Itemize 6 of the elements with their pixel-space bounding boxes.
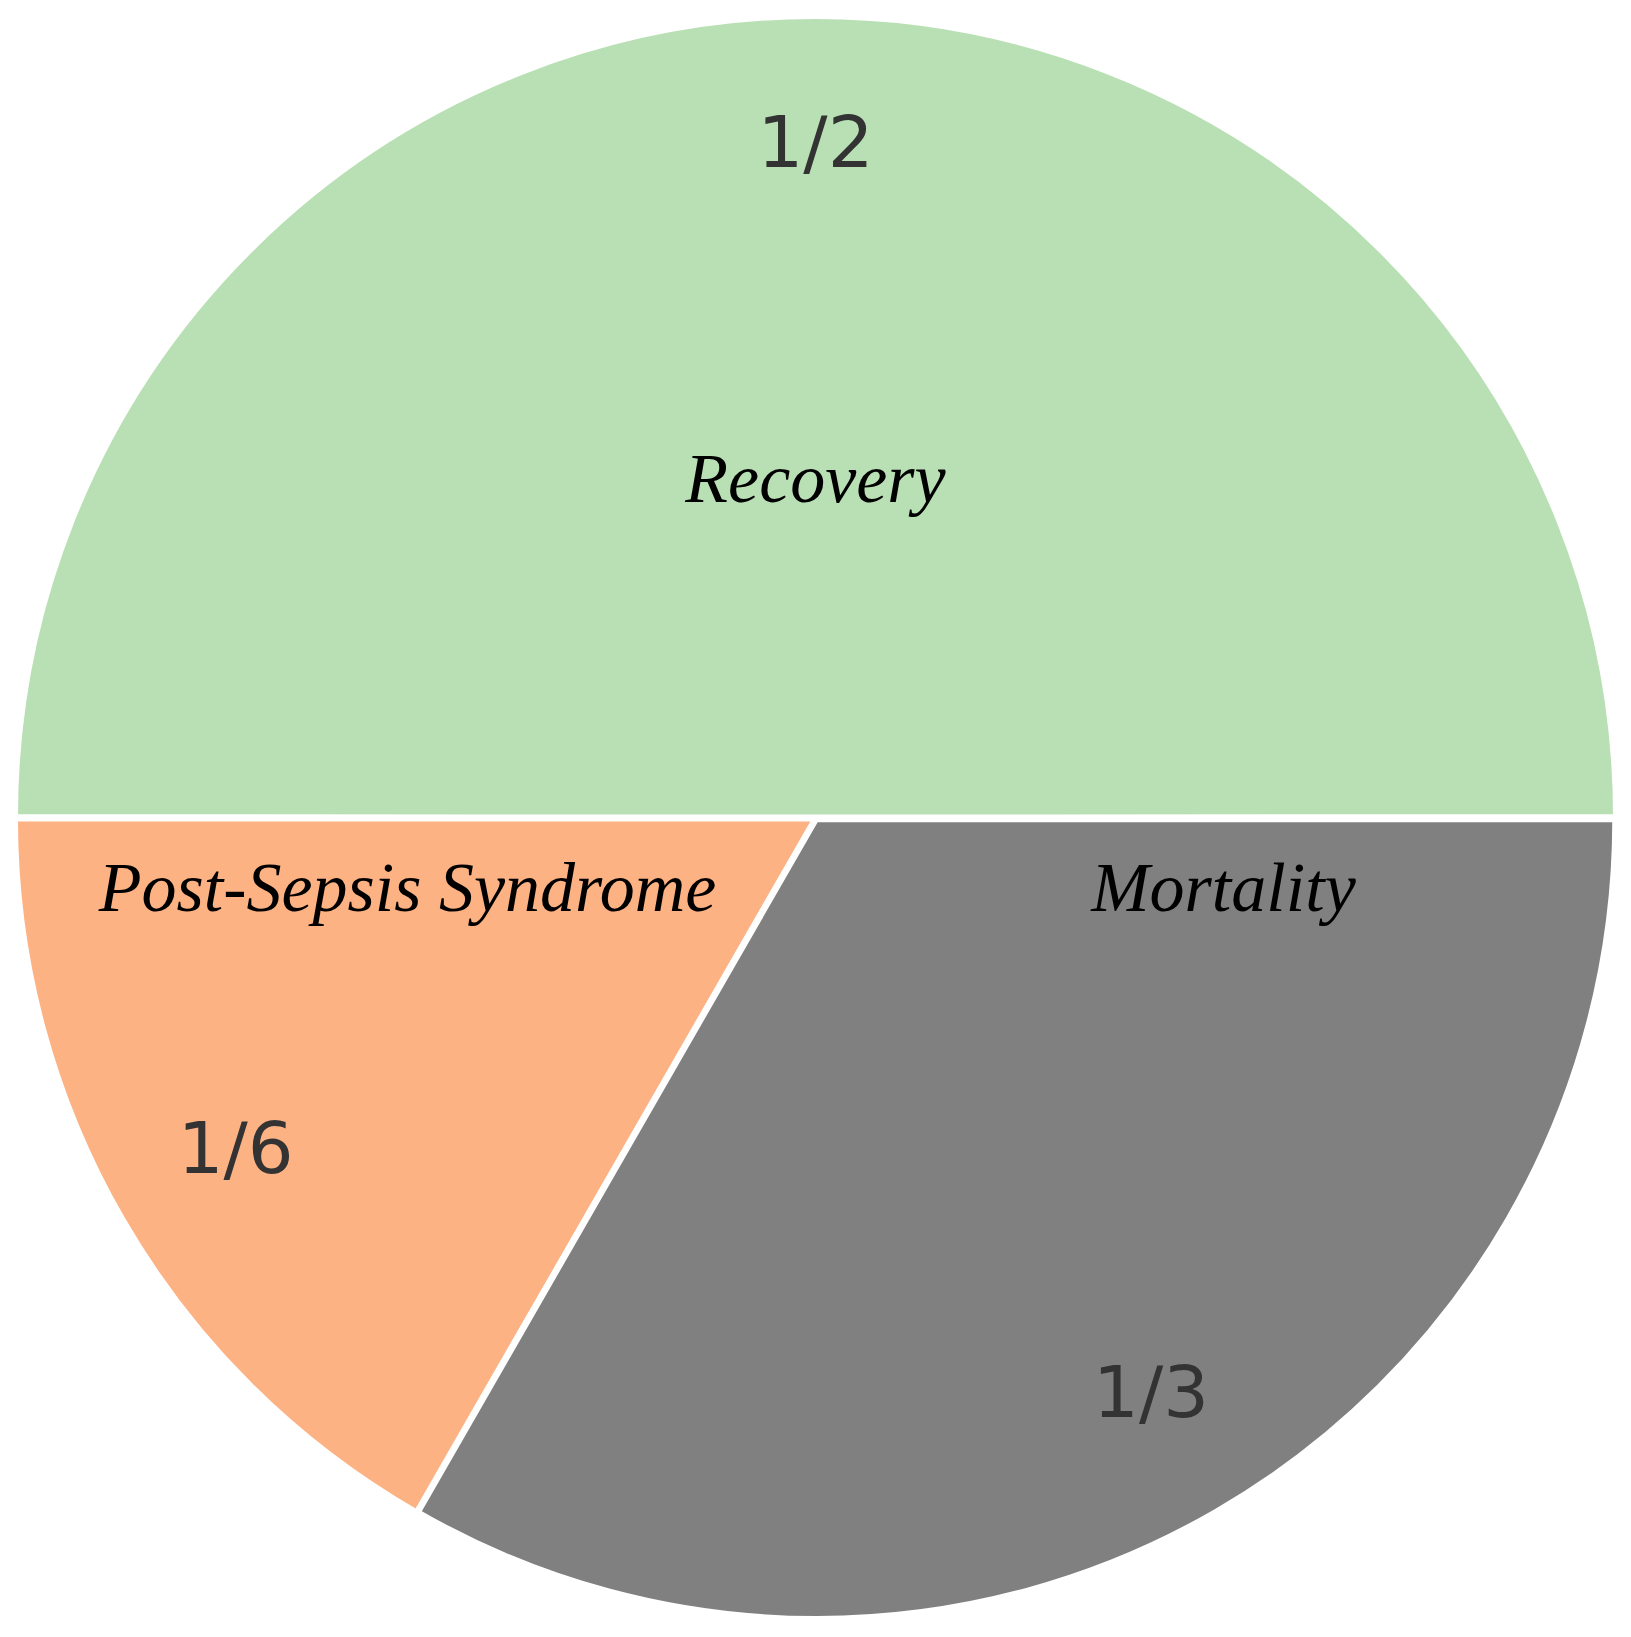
data-label: 1/3 <box>1093 1350 1209 1434</box>
slice-label: Mortality <box>1090 849 1357 927</box>
data-label: 1/6 <box>177 1105 294 1190</box>
data-label: 1/2 <box>757 100 874 185</box>
slice-label: Post-Sepsis Syndrome <box>97 849 717 927</box>
slice-label: Recovery <box>684 439 947 517</box>
